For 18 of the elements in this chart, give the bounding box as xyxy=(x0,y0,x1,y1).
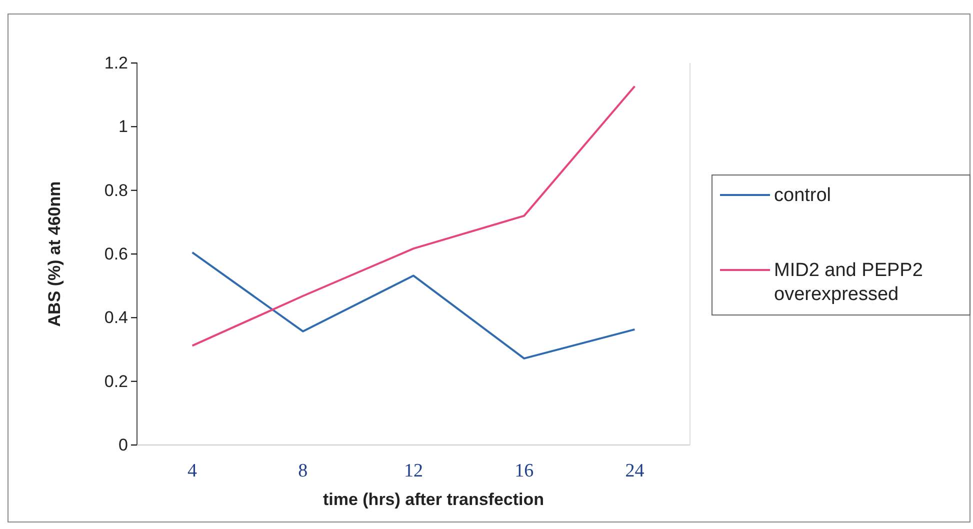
y-tick-label: 0 xyxy=(118,435,128,454)
line-series xyxy=(191,85,636,347)
x-axis-title: time (hrs) after transfection xyxy=(322,490,544,509)
y-tick-label: 0.2 xyxy=(104,372,128,391)
y-tick-label: 0.8 xyxy=(104,180,128,200)
y-tick-label: 0.4 xyxy=(104,308,128,328)
y-tick-label: 1 xyxy=(118,117,128,136)
legend-label: MID2 and PEPP2 overexpressed xyxy=(774,260,923,305)
x-tick-label: 12 xyxy=(404,460,423,482)
y-axis-title: ABS (%) at 460nm xyxy=(45,181,64,327)
x-tick-label: 8 xyxy=(298,460,308,482)
line-series xyxy=(191,251,636,360)
y-tick-label: 1.2 xyxy=(104,53,128,72)
x-tick-label: 24 xyxy=(625,460,645,482)
legend-label: control xyxy=(774,185,832,206)
x-tick-label: 4 xyxy=(188,460,198,482)
x-tick-label: 16 xyxy=(514,460,534,482)
y-tick-label: 0.6 xyxy=(104,244,128,264)
